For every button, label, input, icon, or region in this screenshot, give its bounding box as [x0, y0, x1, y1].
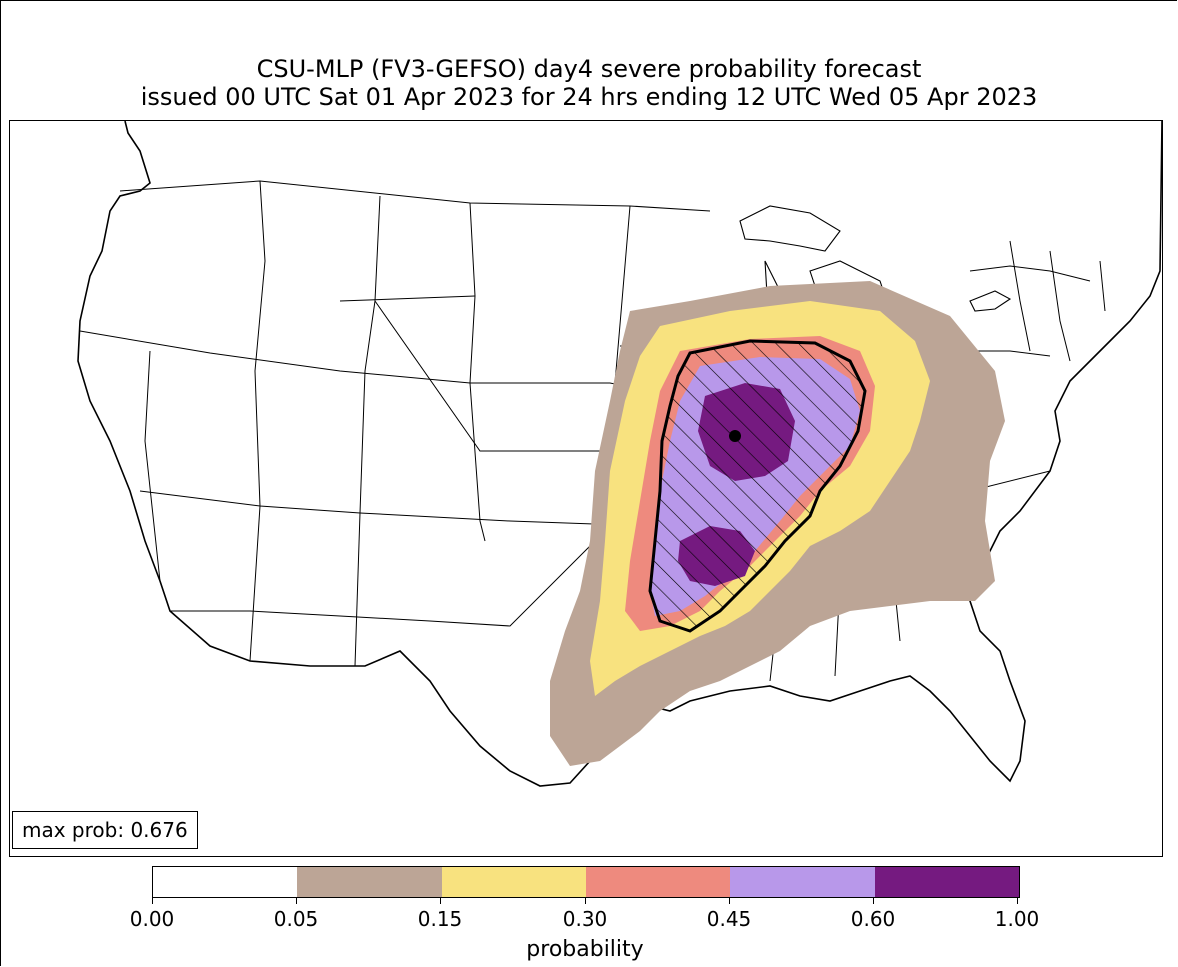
- hatched-significant-region: [648, 339, 867, 633]
- colorbar-tick-label: 0.30: [562, 907, 608, 931]
- colorbar-tick: [1017, 897, 1018, 904]
- us-outline: [77, 121, 1162, 787]
- colorbar-tick-label: 0.60: [850, 907, 896, 931]
- colorbar-tick: [873, 897, 874, 904]
- colorbar-tick-label: 0.45: [706, 907, 752, 931]
- colorbar-bin-4: [730, 867, 875, 897]
- colorbar-tick: [296, 897, 297, 904]
- colorbar-bin-2: [441, 867, 586, 897]
- colorbar-tick: [152, 897, 153, 904]
- colorbar-bin-3: [585, 867, 731, 897]
- map-svg: [77, 121, 1162, 787]
- colorbar-tick: [440, 897, 441, 904]
- forecast-map: [9, 120, 1163, 857]
- colorbar-tick-label: 0.15: [417, 907, 463, 931]
- colorbar-tick-label: 0.05: [273, 907, 319, 931]
- colorbar-tick-label: 1.00: [994, 907, 1040, 931]
- colorbar-bin-5: [874, 867, 1019, 897]
- colorbar-bin-0: [153, 867, 298, 897]
- colorbar-tick-label: 0.00: [129, 907, 175, 931]
- colorbar-label: probability: [526, 937, 644, 962]
- colorbar-bin-1: [297, 867, 442, 897]
- colorbar-tick: [585, 897, 586, 904]
- colorbar: [152, 866, 1020, 898]
- figure-title: CSU-MLP (FV3-GEFSO) day4 severe probabil…: [256, 55, 922, 83]
- colorbar-tick: [729, 897, 730, 904]
- figure-subtitle: issued 00 UTC Sat 01 Apr 2023 for 24 hrs…: [140, 83, 1038, 111]
- max-prob-box: max prob: 0.676: [12, 811, 198, 849]
